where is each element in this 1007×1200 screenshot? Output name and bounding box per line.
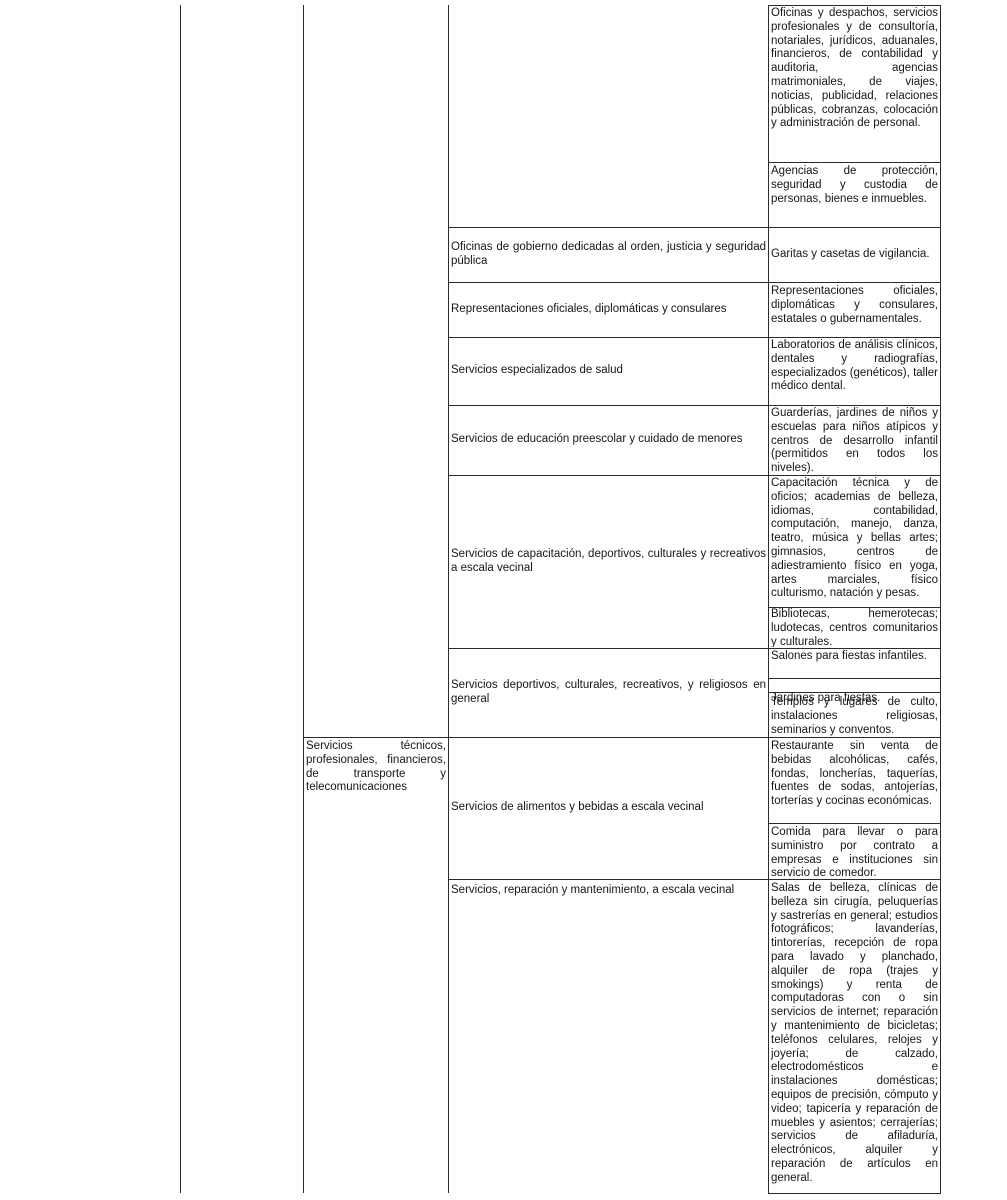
subcategory-cell: Servicios deportivos, culturales, recrea…	[449, 649, 768, 736]
table-border-h	[448, 879, 941, 880]
detail-cell: Representaciones oficiales, diplomáticas…	[771, 285, 938, 325]
detail-text: Garitas y casetas de vigilancia.	[771, 247, 930, 260]
table-border-h	[448, 282, 941, 283]
subcategory-text: Servicios de alimentos y bebidas a escal…	[451, 801, 704, 814]
category-cell: Servicios técnicos, profesionales, finan…	[306, 740, 446, 794]
table-border-h	[768, 5, 941, 6]
subcategory-cell: Representaciones oficiales, diplomáticas…	[449, 283, 768, 336]
detail-cell: Oficinas y despachos, servicios profesio…	[771, 7, 938, 130]
subcategory-cell: Servicios de alimentos y bebidas a escal…	[449, 738, 768, 878]
table-border-v	[448, 5, 449, 1193]
table-border-h	[303, 737, 941, 738]
detail-cell: Guarderías, jardines de niños y escuelas…	[771, 407, 938, 474]
subcategory-text: Representaciones oficiales, diplomáticas…	[451, 302, 727, 315]
detail-cell: Restaurante sin venta de bebidas alcohól…	[771, 740, 938, 808]
table-border-v	[768, 5, 769, 1193]
detail-cell: Salones para fiestas infantiles.	[771, 650, 927, 662]
detail-cell: Comida para llevar o para suministro por…	[771, 826, 938, 878]
table-border-h	[448, 475, 941, 476]
table-border-h	[768, 162, 941, 163]
table-border-h	[448, 227, 941, 228]
detail-cell: Jardines para fiestas.	[771, 692, 881, 704]
subcategory-text: Servicios de educación preescolar y cuid…	[451, 433, 743, 446]
detail-cell: Salas de belleza, clínicas de belleza si…	[771, 882, 938, 1184]
table-border-h	[768, 1193, 941, 1194]
table-border-h	[768, 692, 941, 693]
detail-cell: Garitas y casetas de vigilancia.	[769, 228, 940, 281]
table-border-h	[448, 337, 941, 338]
table-border-h	[448, 405, 941, 406]
table-border-h	[768, 823, 941, 824]
subcategory-text: Servicios deportivos, culturales, recrea…	[451, 678, 766, 705]
subcategory-cell: Servicios especializados de salud	[449, 338, 768, 404]
table-border-h	[448, 648, 941, 649]
subcategory-cell: Servicios de educación preescolar y cuid…	[449, 406, 768, 474]
table-border-v	[303, 5, 304, 1193]
subcategory-cell: Servicios, reparación y mantenimiento, a…	[451, 884, 735, 896]
table-border-v	[940, 5, 941, 1193]
subcategory-text: Oficinas de gobierno dedicadas al orden,…	[451, 240, 766, 267]
subcategory-cell: Servicios de capacitación, deportivos, c…	[449, 476, 768, 647]
subcategory-text: Servicios especializados de salud	[451, 364, 623, 377]
subcategory-text: Servicios de capacitación, deportivos, c…	[451, 547, 766, 574]
detail-cell: Laboratorios de análisis clínicos, denta…	[771, 339, 938, 393]
detail-cell: Capacitación técnica y de oficios; acade…	[771, 477, 938, 600]
detail-cell: Agencias de protección, seguridad y cust…	[771, 165, 938, 205]
table-border-h	[768, 607, 941, 608]
subcategory-cell: Oficinas de gobierno dedicadas al orden,…	[449, 228, 768, 281]
detail-cell: Bibliotecas, hemerotecas; ludotecas, cen…	[771, 608, 938, 647]
detail-cell: Templos y lugares de culto, instalacione…	[771, 696, 938, 736]
table-border-v	[180, 5, 181, 1193]
table-border-h	[768, 678, 941, 679]
